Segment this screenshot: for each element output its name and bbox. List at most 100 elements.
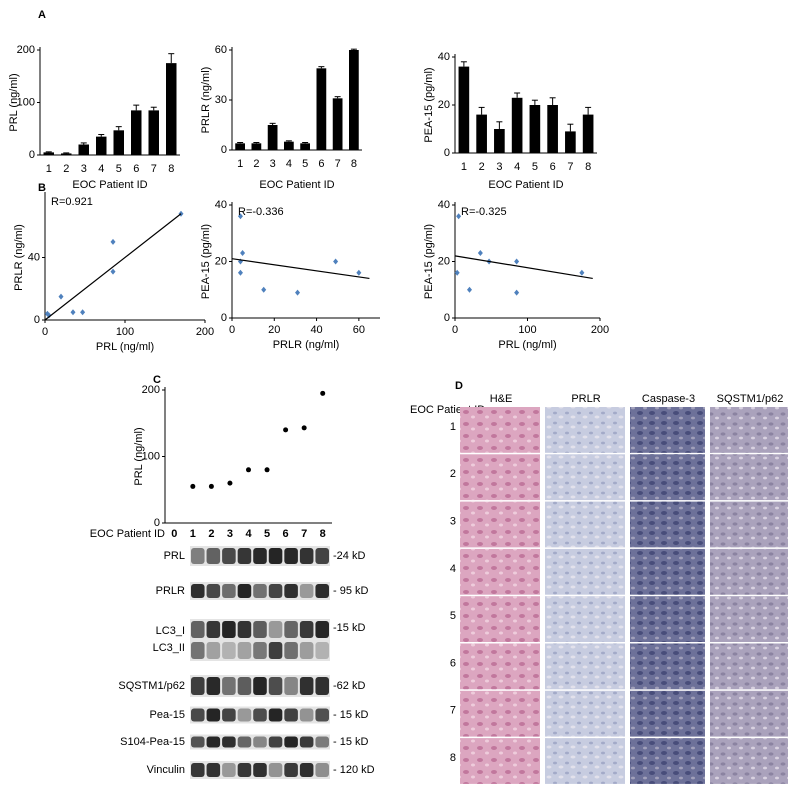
bar bbox=[494, 129, 505, 153]
bar bbox=[476, 114, 487, 153]
blot-band bbox=[206, 763, 221, 777]
x-tick-label: 8 bbox=[320, 528, 326, 540]
y-axis-label: PRL (ng/ml) bbox=[133, 427, 145, 485]
blot-label: PRLR bbox=[156, 585, 185, 597]
blot-band bbox=[268, 736, 283, 748]
bar bbox=[511, 97, 523, 153]
y-axis-label: PEA-15 (pg/ml) bbox=[423, 67, 435, 142]
blot-band bbox=[237, 621, 252, 638]
blot-band bbox=[284, 677, 298, 695]
scatter-point bbox=[333, 258, 339, 265]
blot-label: LC3_II bbox=[153, 642, 185, 654]
blot-band bbox=[222, 621, 236, 638]
y-axis-label: PRLR (ng/ml) bbox=[13, 224, 25, 291]
blot-band bbox=[284, 548, 298, 564]
histology-texture bbox=[630, 454, 705, 501]
blot-label: SQSTM1/p62 bbox=[118, 680, 185, 692]
histology-texture bbox=[545, 738, 625, 784]
blot-band bbox=[284, 708, 298, 722]
blot-band bbox=[222, 548, 236, 564]
x-tick-label: 7 bbox=[301, 528, 307, 540]
blot-band bbox=[284, 584, 298, 598]
x-tick-label: 7 bbox=[567, 161, 573, 173]
blot-band bbox=[222, 763, 236, 777]
histology-texture bbox=[710, 454, 788, 501]
blot-size: - 15 kD bbox=[333, 709, 369, 721]
y-tick-label: 200 bbox=[142, 384, 160, 396]
x-tick-label: 0 bbox=[452, 324, 458, 336]
x-tick-label: 2 bbox=[479, 161, 485, 173]
bar bbox=[300, 143, 310, 150]
blot-band bbox=[284, 736, 298, 748]
blot-band bbox=[191, 708, 205, 722]
blot-band bbox=[299, 677, 314, 695]
blot-band bbox=[315, 736, 329, 748]
y-tick-label: 30 bbox=[215, 94, 227, 106]
x-tick-label: 6 bbox=[318, 158, 324, 170]
scatter-point bbox=[237, 269, 243, 276]
bar bbox=[61, 153, 72, 155]
blot-band bbox=[191, 736, 205, 748]
y-tick-label: 0 bbox=[34, 314, 40, 326]
x-tick-label: 60 bbox=[353, 324, 365, 336]
bar bbox=[267, 125, 278, 150]
histology-texture bbox=[630, 596, 705, 642]
blot-band bbox=[253, 621, 267, 638]
blot-band bbox=[222, 708, 236, 722]
x-tick-label: 5 bbox=[264, 528, 270, 540]
dot bbox=[190, 483, 196, 489]
x-axis-label: EOC Patient ID bbox=[259, 179, 334, 191]
x-tick-label: 0 bbox=[42, 326, 48, 338]
bar bbox=[547, 105, 558, 153]
x-tick-label: 3 bbox=[270, 158, 276, 170]
y-tick-label: 100 bbox=[142, 450, 160, 462]
blot-band bbox=[299, 642, 314, 659]
blot-label: Pea-15 bbox=[150, 709, 185, 721]
x-axis-label: PRL (ng/ml) bbox=[498, 339, 556, 351]
y-tick-label: 40 bbox=[438, 51, 450, 63]
histology-texture bbox=[545, 643, 625, 690]
blot-band bbox=[237, 677, 252, 695]
x-tick-label: 200 bbox=[591, 324, 609, 336]
blot-band bbox=[191, 677, 205, 695]
blot-band bbox=[222, 642, 236, 659]
blot-band bbox=[284, 642, 298, 659]
x-tick-label: 3 bbox=[81, 163, 87, 175]
bar bbox=[332, 98, 343, 150]
scatter-point bbox=[514, 289, 520, 296]
column-header: PRLR bbox=[571, 393, 600, 405]
x-tick-label: 1 bbox=[461, 161, 467, 173]
blot-band bbox=[253, 708, 267, 722]
x-tick-label: 5 bbox=[302, 158, 308, 170]
histology-texture bbox=[630, 407, 705, 453]
dot bbox=[208, 483, 214, 489]
blot-band bbox=[191, 763, 205, 777]
blot-band bbox=[237, 763, 252, 777]
scatter-point bbox=[80, 309, 86, 316]
blot-band bbox=[299, 548, 314, 564]
histology-texture bbox=[545, 596, 625, 642]
bar bbox=[96, 136, 107, 155]
fit-line bbox=[231, 258, 370, 280]
blot-band bbox=[191, 548, 205, 564]
x-axis-label: PRL (ng/ml) bbox=[96, 341, 154, 353]
scatter-point bbox=[44, 310, 50, 317]
annotation: R=0.921 bbox=[51, 196, 93, 208]
column-header: SQSTM1/p62 bbox=[717, 393, 784, 405]
y-axis-label: PEA-15 (pg/ml) bbox=[200, 224, 212, 299]
blot-band bbox=[237, 642, 252, 659]
bar bbox=[131, 110, 142, 155]
x-tick-label: 1 bbox=[46, 163, 52, 175]
bar bbox=[565, 131, 576, 153]
histology-texture bbox=[460, 643, 540, 690]
x-tick-label: 8 bbox=[168, 163, 174, 175]
blot-size: - 120 kD bbox=[333, 764, 375, 776]
row-label: 4 bbox=[450, 563, 456, 575]
x-tick-label: 3 bbox=[227, 528, 233, 540]
x-tick-label: 1 bbox=[237, 158, 243, 170]
blot-band bbox=[268, 642, 283, 659]
x-tick-label: 7 bbox=[335, 158, 341, 170]
blot-label: S104-Pea-15 bbox=[120, 736, 185, 748]
x-tick-label: 100 bbox=[518, 324, 536, 336]
histology-texture bbox=[710, 690, 788, 737]
